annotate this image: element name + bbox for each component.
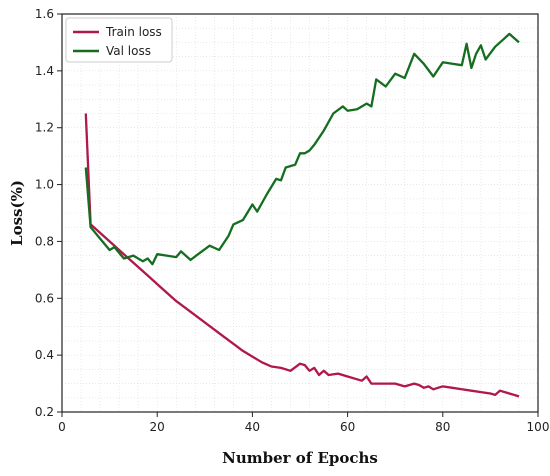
x-tick-label: 0 (58, 420, 66, 434)
y-tick-label: 1.0 (35, 178, 54, 192)
series-line-train-loss (84, 113, 520, 398)
x-tick-label: 60 (340, 420, 355, 434)
grid-lines (61, 13, 539, 413)
series-line-val-loss (84, 32, 520, 266)
x-axis-label: Number of Epochs (222, 449, 378, 467)
x-tick-label: 100 (527, 420, 550, 434)
x-tick-label: 80 (435, 420, 450, 434)
y-tick-label: 0.2 (35, 405, 54, 419)
y-tick-label: 1.4 (35, 64, 54, 78)
y-tick-label: 0.6 (35, 291, 54, 305)
legend: Train loss Val loss (65, 17, 173, 63)
series-lines (84, 32, 520, 398)
y-axis-label: Loss(%) (8, 180, 26, 246)
axis-ticks: 0 20 40 60 80 100 0.2 0.4 0.6 0.8 1.0 1.2 1.4 1.6 (35, 7, 550, 434)
legend-label: Train loss (105, 25, 162, 39)
y-tick-label: 1.6 (35, 7, 54, 21)
y-tick-label: 0.4 (35, 348, 54, 362)
y-tick-label: 1.2 (35, 121, 54, 135)
x-tick-label: 20 (150, 420, 165, 434)
y-tick-label: 0.8 (35, 234, 54, 248)
plot-frame (61, 13, 539, 413)
legend-label: Val loss (106, 44, 151, 58)
x-tick-label: 40 (245, 420, 260, 434)
